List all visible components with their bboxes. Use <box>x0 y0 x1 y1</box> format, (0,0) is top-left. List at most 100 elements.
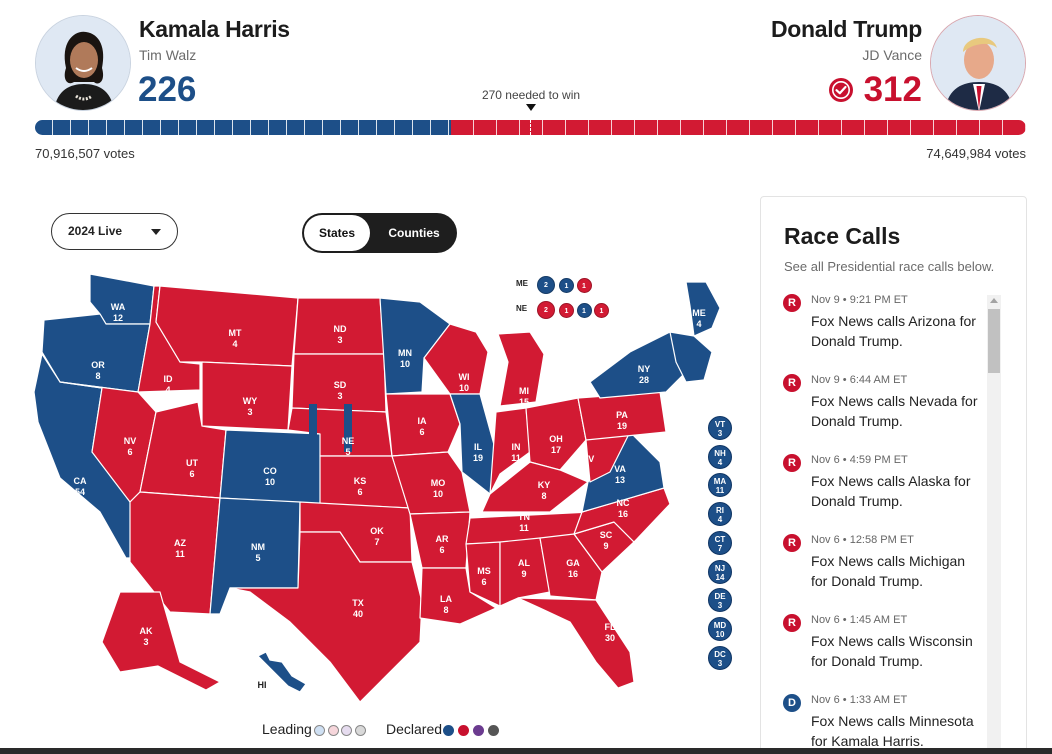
state-abbr: CO <box>263 466 277 476</box>
small-state-vt[interactable]: VT 3 <box>708 416 732 440</box>
small-state-ri[interactable]: RI 4 <box>708 502 732 527</box>
state-electoral-votes: 10 <box>715 629 725 639</box>
state-abbr: NC <box>616 498 630 508</box>
state-abbr: WV <box>579 454 595 464</box>
state-electoral-votes: 10 <box>399 359 410 369</box>
harris-name: Kamala Harris <box>139 16 290 42</box>
state-shape-tx[interactable] <box>229 531 423 703</box>
state-electoral-votes: 11 <box>715 486 725 496</box>
scroll-up-icon[interactable] <box>990 298 998 303</box>
state-abbr: PA <box>616 410 628 420</box>
legend-declared-dot <box>488 725 499 736</box>
race-call-text: Fox News calls Wisconsin for Donald Trum… <box>811 633 973 669</box>
state-abbr: WA <box>110 302 126 312</box>
year-select[interactable]: 2024 Live <box>51 213 178 250</box>
state-label-nc: NC 16 <box>617 498 630 520</box>
state-shape-mi[interactable] <box>497 331 545 407</box>
state-abbr: AR <box>435 534 449 544</box>
state-abbr: LA <box>440 594 452 604</box>
state-shape-mt[interactable] <box>155 285 299 367</box>
race-calls-scrollbar[interactable] <box>987 295 1001 754</box>
state-electoral-votes: 3 <box>143 637 149 647</box>
state-label-sc: SC 9 <box>600 530 613 552</box>
state-label-mt: MT 4 <box>229 328 242 350</box>
party-badge-icon: R <box>783 534 801 552</box>
state-shape-oh[interactable] <box>525 397 587 471</box>
district-dot-me[interactable]: 1 <box>559 277 574 293</box>
state-abbr: WY <box>242 396 258 406</box>
small-state-nh[interactable]: NH 4 <box>708 444 732 469</box>
view-toggle: States Counties <box>302 213 457 253</box>
trump-name: Donald Trump <box>770 16 922 42</box>
state-shape-ia[interactable] <box>385 393 461 457</box>
state-label-in: IN 11 <box>511 442 521 464</box>
scrollbar-thumb[interactable] <box>988 309 1000 373</box>
state-shape-fl[interactable] <box>517 597 635 689</box>
small-state-ma[interactable]: MA 11 <box>708 473 732 498</box>
race-calls-subtitle: See all Presidential race calls below. <box>784 259 995 274</box>
state-electoral-votes: 10 <box>458 383 469 393</box>
district-dot-me[interactable]: 1 <box>576 277 592 293</box>
state-shape-neweng[interactable] <box>669 331 713 383</box>
party-badge-icon: R <box>783 454 801 472</box>
small-state-de[interactable]: DE 3 <box>708 588 732 613</box>
state-shape-ga[interactable] <box>539 533 603 601</box>
state-label-ia: IA 6 <box>418 416 427 438</box>
tab-states[interactable]: States <box>304 215 370 251</box>
race-call-time: Nov 6 • 1:45 AM ET <box>811 614 908 626</box>
state-abbr: WI <box>458 372 470 382</box>
state-electoral-votes: 8 <box>541 491 547 501</box>
dem-bar-segment <box>35 120 452 135</box>
state-label-pa: PA 19 <box>616 410 628 432</box>
state-electoral-votes: 8 <box>95 371 101 381</box>
small-state-nj[interactable]: NJ 14 <box>708 559 732 584</box>
state-electoral-votes: 11 <box>511 453 521 463</box>
state-shape-ak[interactable] <box>101 591 221 691</box>
state-electoral-votes: 8 <box>443 605 449 615</box>
state-electoral-votes: 11 <box>175 549 185 559</box>
caret-down-icon <box>151 229 161 235</box>
race-call-text: Fox News calls Arizona for Donald Trump. <box>811 313 976 349</box>
harris-popular-votes: 70,916,507 votes <box>35 146 135 161</box>
state-electoral-votes: 54 <box>74 487 85 497</box>
state-shape-la[interactable] <box>419 567 497 625</box>
state-abbr: OK <box>370 526 384 536</box>
state-label-va: VA 13 <box>614 464 626 486</box>
tab-counties[interactable]: Counties <box>388 226 440 240</box>
harris-avatar <box>35 15 131 111</box>
state-abbr: AL <box>518 558 530 568</box>
district-dot-ne[interactable]: 1 <box>576 302 592 318</box>
party-badge-icon: R <box>783 374 801 392</box>
trump-popular-votes: 74,649,984 votes <box>926 146 1026 161</box>
state-abbr: NJ <box>714 563 726 573</box>
state-abbr: FL <box>604 622 616 632</box>
state-label-id: ID 4 <box>164 374 173 396</box>
district-dot-me[interactable]: 2 <box>537 276 555 294</box>
state-electoral-votes: 4 <box>232 339 238 349</box>
state-abbr: MO <box>430 478 446 488</box>
us-map-svg <box>33 273 721 703</box>
small-state-dc[interactable]: DC 3 <box>708 645 732 670</box>
state-abbr: KY <box>537 480 551 490</box>
state-abbr: MI <box>518 386 529 396</box>
state-shape-in[interactable] <box>489 407 531 495</box>
state-label-sd: SD 3 <box>334 380 347 402</box>
district-dot-ne[interactable]: 1 <box>559 302 574 318</box>
race-calls-panel: Race Calls See all Presidential race cal… <box>760 196 1027 754</box>
state-label-il: IL 19 <box>473 442 483 464</box>
state-label-or: OR 8 <box>91 360 105 382</box>
district-dot-ne[interactable]: 1 <box>594 302 609 318</box>
small-state-md[interactable]: MD 10 <box>708 616 732 641</box>
state-abbr: CA <box>73 476 87 486</box>
state-shape-al[interactable] <box>499 537 551 607</box>
legend-leading-dot <box>314 725 325 736</box>
district-dot-ne[interactable]: 2 <box>537 301 555 319</box>
state-shape-hi[interactable] <box>257 651 307 693</box>
threshold-marker-icon <box>526 104 536 111</box>
electoral-vote-bar <box>35 120 1026 135</box>
state-abbr: GA <box>566 558 580 568</box>
legend-declared-dot <box>443 725 454 736</box>
small-state-ct[interactable]: CT 7 <box>708 530 732 555</box>
state-shape-mo[interactable] <box>391 451 471 515</box>
state-shape-me[interactable] <box>685 281 721 337</box>
